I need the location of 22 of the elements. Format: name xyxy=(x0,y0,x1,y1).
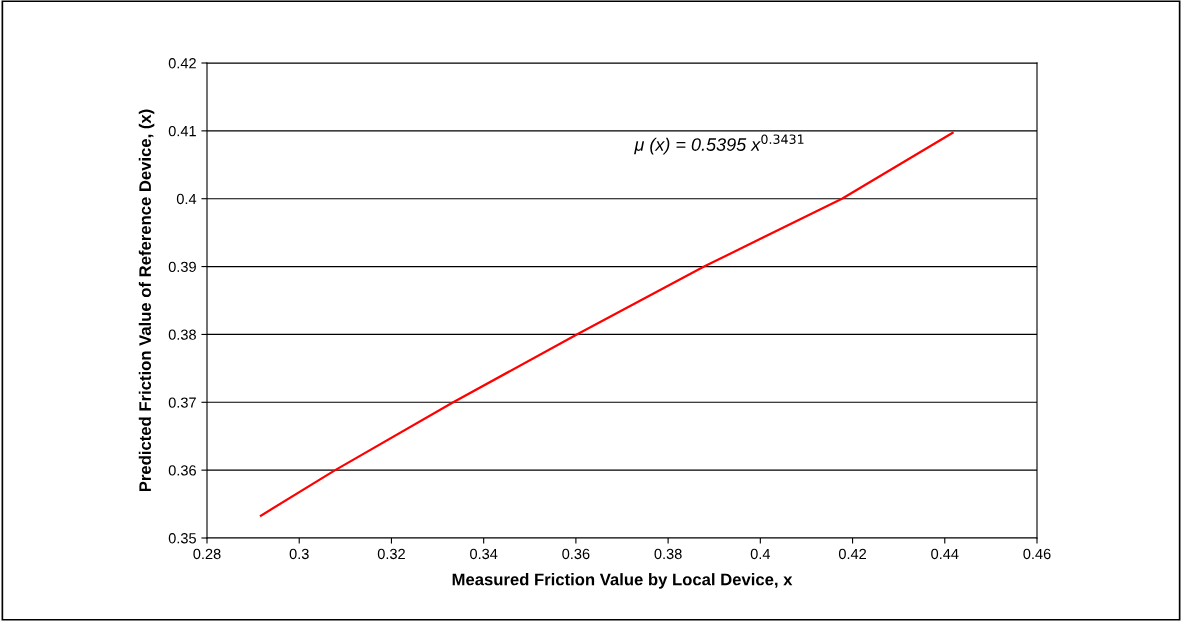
x-tick-label: 0.34 xyxy=(470,548,498,560)
y-tick-label: 0.4 xyxy=(176,193,197,205)
annotation: μ (x) = 0.5395 x$^{0.3431}$ xyxy=(634,134,804,155)
y-tick-label: 0.41 xyxy=(168,125,196,137)
x-tick-label: 0.46 xyxy=(1023,548,1051,560)
y-axis-title: Predicted Friction Value of Reference Device, (x) xyxy=(138,109,155,492)
y-tick-label: 0.39 xyxy=(168,261,196,272)
y-tick-label: 0.37 xyxy=(168,397,196,408)
x-tick-label: 0.36 xyxy=(562,548,590,560)
y-tick-label: 0.38 xyxy=(168,329,196,340)
x-tick-label: 0.44 xyxy=(931,548,959,560)
y-tick-label: 0.36 xyxy=(168,465,196,476)
x-axis-title: Measured Friction Value by Local Device, x xyxy=(452,573,793,589)
y-tick-label: 0.35 xyxy=(168,533,196,544)
x-tick-label: 0.32 xyxy=(377,548,405,560)
x-tick-label: 0.3 xyxy=(289,548,309,560)
line-series xyxy=(259,131,954,517)
x-tick-label: 0.28 xyxy=(193,548,221,560)
x-tick-label: 0.4 xyxy=(750,548,771,560)
x-tick-label: 0.42 xyxy=(838,548,867,560)
y-tick-label: 0.42 xyxy=(168,58,196,69)
x-tick-label: 0.38 xyxy=(654,548,682,560)
